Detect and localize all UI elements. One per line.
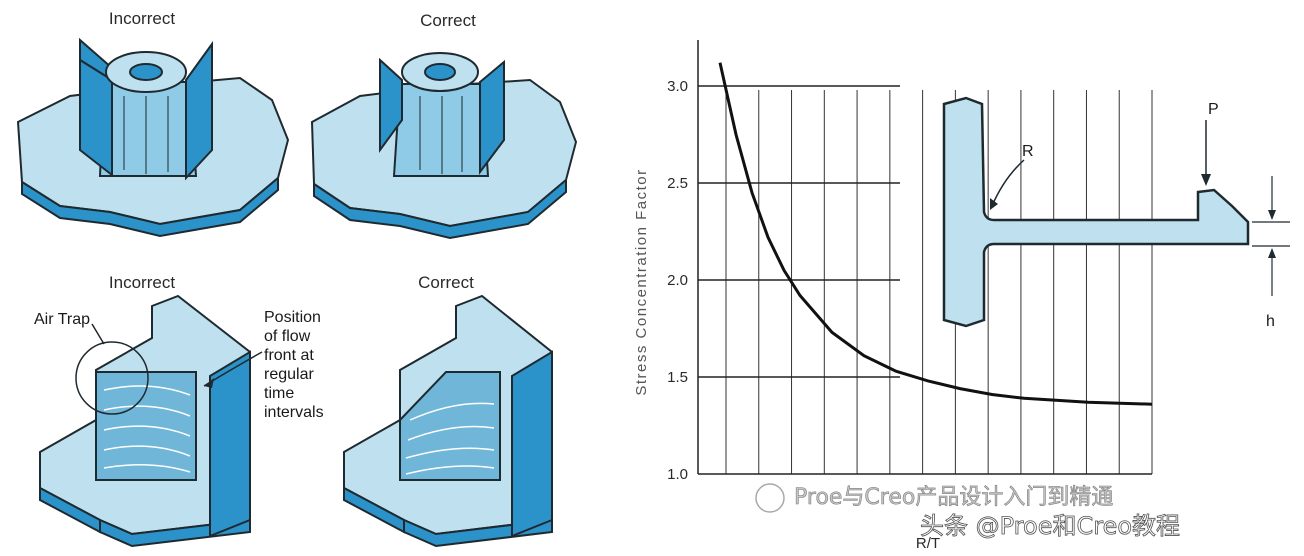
flow-note-line: time — [264, 385, 294, 402]
title-boss-incorrect: Incorrect — [109, 9, 175, 28]
air-trap-label: Air Trap — [34, 311, 90, 328]
stress-concentration-chart: 3.0 2.5 2.0 1.5 1.0 Stress Concentration Fac… — [633, 40, 1153, 552]
y-tick-label: 3.0 — [667, 78, 688, 95]
y-tick-label: 1.0 — [667, 466, 688, 483]
y-axis-label: Stress Concentration Factor — [633, 168, 650, 395]
flow-note-line: intervals — [264, 404, 324, 421]
force-label: P — [1208, 101, 1219, 118]
corner-correct-illustration — [343, 294, 553, 548]
chart-grid — [698, 85, 1153, 475]
y-tick-label: 2.0 — [667, 272, 688, 289]
watermark-line-2: 头条 @Proe和Creo教程 — [920, 512, 1180, 540]
flow-note-line: Position — [264, 309, 321, 326]
cantilever-inset-illustration — [942, 96, 1290, 328]
flow-front-note: Position of flow front at regular time i… — [264, 309, 324, 421]
corner-incorrect-illustration — [39, 294, 263, 548]
chart-y-ticks: 3.0 2.5 2.0 1.5 1.0 — [667, 78, 688, 483]
flow-note-line: front at — [264, 347, 314, 364]
flow-note-line: of flow — [264, 328, 311, 345]
radius-label: R — [1022, 143, 1034, 160]
y-tick-label: 2.5 — [667, 175, 688, 192]
thickness-label: h — [1266, 313, 1275, 330]
y-tick-label: 1.5 — [667, 369, 688, 386]
title-corner-correct: Correct — [418, 273, 474, 292]
air-trap-circle — [75, 341, 149, 415]
watermark-logo-icon — [755, 483, 785, 513]
boss-incorrect-illustration — [16, 37, 290, 238]
watermark: Proe与Creo产品设计入门到精通 头条 @Proe和Creo教程 — [755, 483, 1180, 540]
flow-note-line: regular — [264, 366, 314, 383]
stress-curve-line — [718, 62, 1153, 406]
watermark-line-1: Proe与Creo产品设计入门到精通 — [794, 485, 1113, 510]
boss-correct-illustration — [310, 52, 578, 240]
title-corner-incorrect: Incorrect — [109, 273, 175, 292]
x-axis-label: R/T — [916, 535, 940, 552]
title-boss-correct: Correct — [420, 11, 476, 30]
